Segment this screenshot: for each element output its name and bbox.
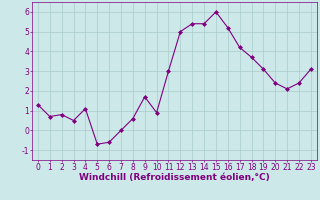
X-axis label: Windchill (Refroidissement éolien,°C): Windchill (Refroidissement éolien,°C) [79,173,270,182]
